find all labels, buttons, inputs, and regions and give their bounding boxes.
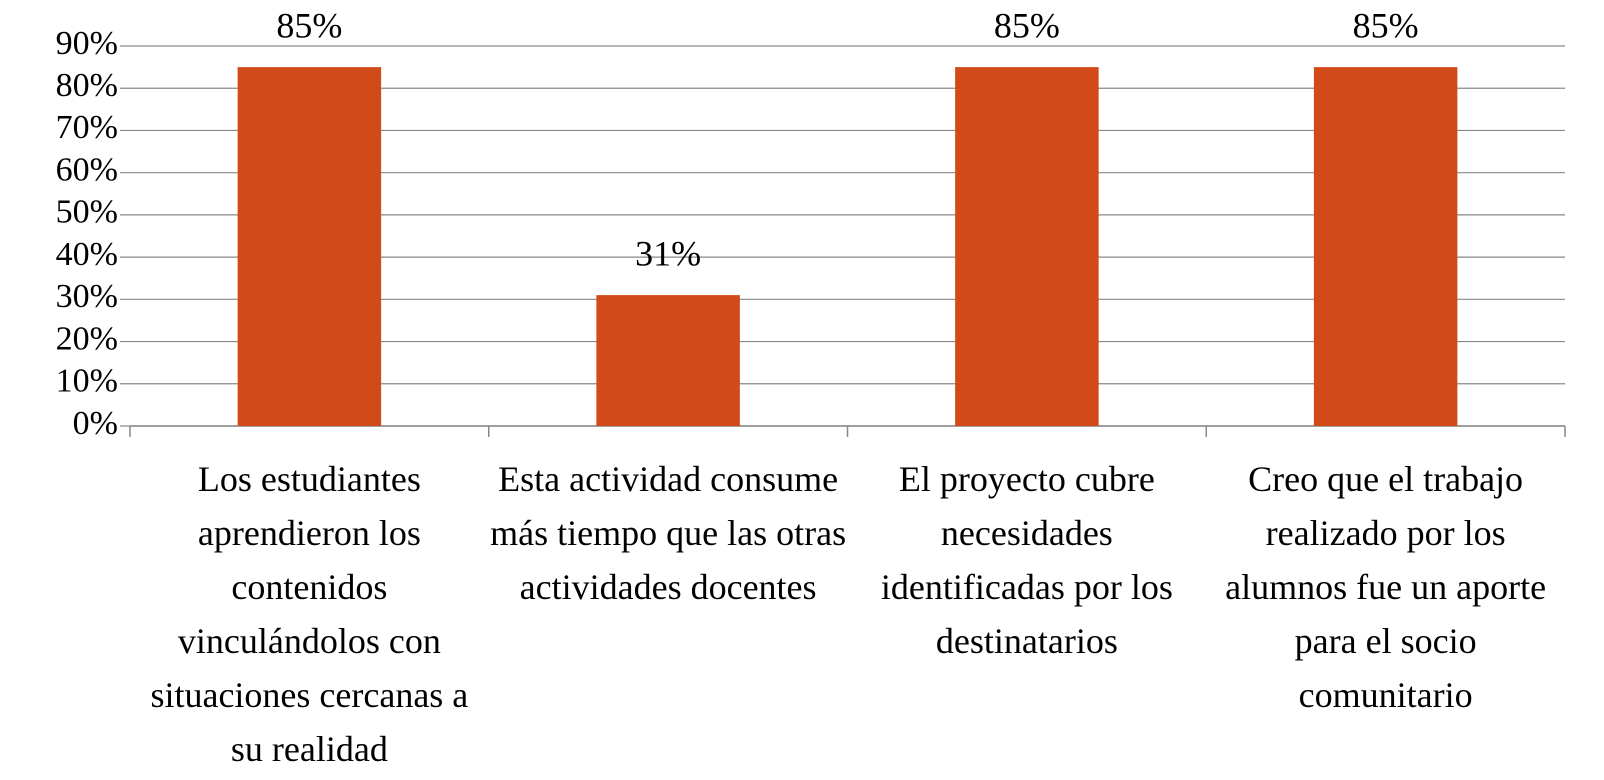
x-tick-label: Los estudiantes aprendieron los contenid… — [150, 459, 469, 769]
y-tick-label: 0% — [73, 405, 118, 442]
data-label: 85% — [994, 5, 1060, 45]
y-tick-label: 50% — [56, 194, 118, 231]
y-tick-label: 10% — [56, 363, 118, 400]
bar — [237, 67, 382, 426]
y-tick-label: 80% — [56, 67, 118, 104]
data-label: 85% — [276, 5, 342, 45]
data-label: 85% — [1353, 5, 1419, 45]
x-tick-label: Creo que el trabajo realizado por los al… — [1225, 459, 1547, 715]
y-tick-label: 30% — [56, 278, 118, 315]
y-tick-label: 20% — [56, 320, 118, 357]
y-tick-label: 40% — [56, 236, 118, 273]
y-tick-label: 90% — [56, 25, 118, 62]
x-tick-label: El proyecto cubre necesidades identifica… — [880, 459, 1173, 661]
x-tick-label: Esta actividad consume más tiempo que la… — [490, 459, 847, 607]
bar — [596, 295, 740, 426]
bar — [1313, 67, 1458, 426]
y-tick-label: 60% — [56, 151, 118, 188]
data-label: 31% — [635, 233, 701, 273]
y-tick-label: 70% — [56, 109, 118, 146]
bar — [955, 67, 1099, 426]
